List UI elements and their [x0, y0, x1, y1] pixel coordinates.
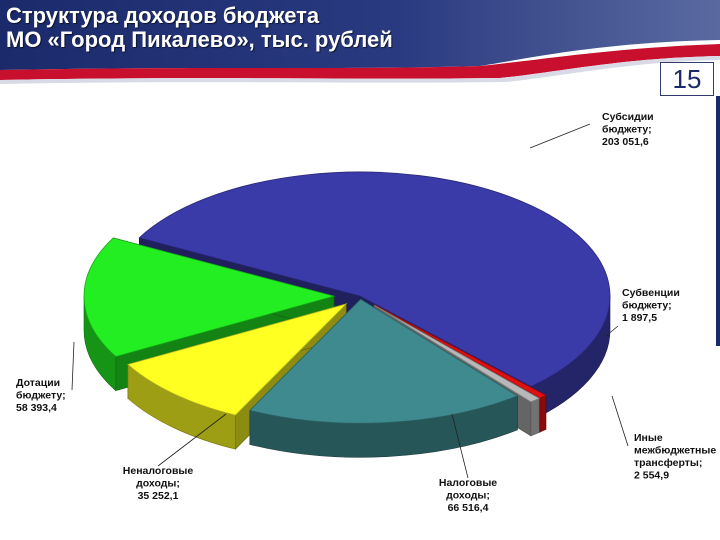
- pie-slice-top: [83, 237, 336, 358]
- data-label-line: 1 897,5: [622, 312, 657, 324]
- data-label-non-tax-revenue: Неналоговые доходы; 35 252,1: [123, 465, 194, 502]
- right-edge-bar: [716, 96, 720, 346]
- data-label-line: Иные: [634, 432, 663, 444]
- data-label-subventions: Субвенции бюджету; 1 897,5: [622, 287, 680, 324]
- pie-slice-top: [373, 304, 541, 403]
- data-label-line: Субсидии: [602, 111, 654, 123]
- data-label-tax-revenue: Налоговые доходы; 66 516,4: [439, 477, 497, 514]
- page-number: 15: [660, 62, 714, 96]
- data-label-line: Субвенции: [622, 287, 680, 299]
- data-label-line: 2 554,9: [634, 470, 669, 482]
- leader-line-subsidies: [529, 123, 591, 149]
- data-label-line: Налоговые: [439, 477, 497, 489]
- data-label-line: Дотации: [16, 377, 60, 389]
- data-label-grants: Дотации бюджету; 58 393,4: [16, 377, 66, 414]
- data-label-line: трансферты;: [634, 457, 702, 469]
- pie-slice-side: [539, 394, 547, 433]
- header-banner: Структура доходов бюджета МО «Город Пика…: [0, 0, 720, 96]
- leader-line-non-tax-revenue: [157, 413, 227, 467]
- data-label-line: межбюджетные: [634, 445, 716, 457]
- data-label-line: бюджету;: [602, 124, 652, 136]
- pie-slice-tax-revenue: [249, 298, 519, 458]
- pie-slice-top: [127, 303, 348, 416]
- data-label-line: Неналоговые: [123, 465, 194, 477]
- title-line-2: МО «Город Пикалево», тыс. рублей: [6, 27, 393, 52]
- data-label-line: 203 051,6: [602, 136, 649, 148]
- leader-line-subventions: [605, 325, 619, 337]
- data-label-line: 35 252,1: [138, 490, 179, 502]
- pie-slice-non-tax-revenue: [127, 303, 348, 450]
- header-background: [0, 0, 720, 84]
- pie-slice-side: [530, 397, 540, 437]
- data-label-line: 58 393,4: [16, 402, 57, 414]
- data-label-line: доходы;: [136, 478, 180, 490]
- title-line-1: Структура доходов бюджета: [6, 3, 320, 28]
- pie-slice-top: [138, 171, 611, 387]
- data-label-line: бюджету;: [16, 390, 66, 402]
- data-label-other-transfers: Иные межбюджетные трансферты; 2 554,9: [634, 432, 716, 482]
- leader-line-grants: [71, 341, 75, 391]
- data-label-line: бюджету;: [622, 300, 672, 312]
- pie-slice-top: [249, 298, 519, 424]
- data-label-subsidies: Субсидии бюджету; 203 051,6: [602, 111, 654, 148]
- data-label-line: 66 516,4: [448, 502, 489, 514]
- leader-line-tax-revenue: [451, 413, 469, 479]
- data-label-line: доходы;: [446, 490, 490, 502]
- pie-slice-top: [374, 304, 547, 399]
- page-title: Структура доходов бюджета МО «Город Пика…: [6, 4, 393, 52]
- leader-line-other-transfers: [611, 395, 629, 447]
